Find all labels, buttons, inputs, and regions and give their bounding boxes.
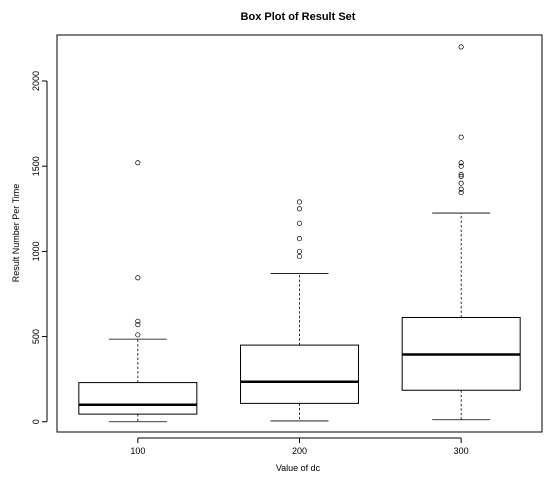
outlier-point <box>458 190 464 196</box>
boxes-layer <box>78 44 521 423</box>
outlier-point <box>296 236 303 242</box>
chart-title: Box Plot of Result Set <box>241 11 356 23</box>
outlier-point <box>135 332 141 338</box>
y-axis-label: Result Number Per Time <box>11 184 21 283</box>
x-tick-label: 100 <box>130 446 145 456</box>
y-tick-label: 1000 <box>31 241 41 261</box>
x-tick-label: 300 <box>454 446 469 456</box>
outlier-point <box>458 163 464 169</box>
y-tick-label: 2000 <box>31 71 41 91</box>
plot-frame <box>56 34 543 433</box>
outlier-point <box>296 220 303 226</box>
outlier-point <box>458 180 464 186</box>
outlier-point <box>135 318 141 324</box>
box-group-300 <box>401 44 521 421</box>
y-tick-label: 500 <box>31 329 41 344</box>
outlier-point <box>296 199 303 205</box>
outlier-point <box>135 322 141 328</box>
outlier-point <box>296 206 303 212</box>
outlier-point <box>458 186 464 192</box>
y-tick-label: 0 <box>31 419 41 424</box>
iqr-box <box>78 382 198 415</box>
outlier-point <box>296 253 303 260</box>
x-axis-label: Value of dc <box>276 463 321 473</box>
outlier-point <box>458 160 464 166</box>
outlier-point <box>135 160 141 166</box>
y-tick-label: 1500 <box>31 156 41 176</box>
box-group-100 <box>78 160 198 423</box>
outlier-point <box>135 275 141 281</box>
box-group-200 <box>240 199 359 422</box>
outlier-point <box>296 248 303 254</box>
y-axis: 0 500 1000 1500 2000 <box>31 71 48 424</box>
outlier-point <box>458 173 464 179</box>
outlier-point <box>458 134 464 140</box>
outlier-point <box>458 44 464 50</box>
outlier-point <box>458 172 464 178</box>
x-tick-label: 200 <box>292 446 307 456</box>
x-axis: 100 200 300 <box>130 437 469 456</box>
iqr-box <box>240 344 359 404</box>
